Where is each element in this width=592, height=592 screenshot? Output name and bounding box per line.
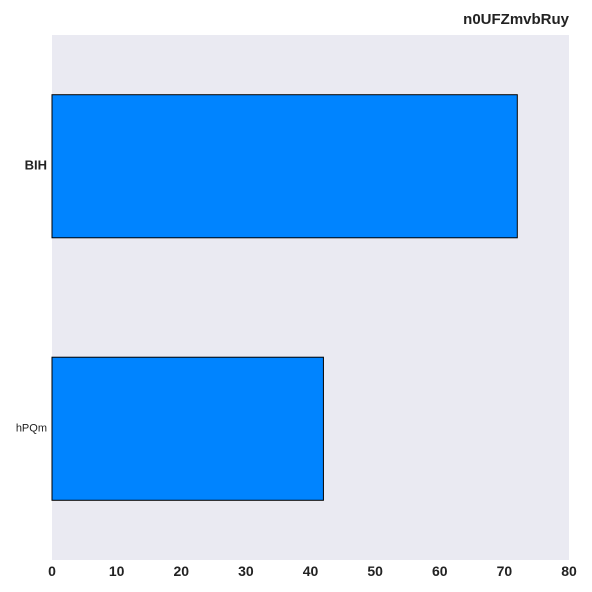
x-tick-label-60: 60 xyxy=(432,563,448,579)
y-axis-labels: BIH hPQm xyxy=(16,158,47,435)
x-tick-label-50: 50 xyxy=(367,563,383,579)
x-axis-ticks: 0 10 20 30 40 50 60 70 80 xyxy=(48,563,577,579)
x-tick-label-10: 10 xyxy=(109,563,125,579)
x-tick-label-40: 40 xyxy=(303,563,319,579)
bars-group xyxy=(51,94,518,501)
chart-title: n0UFZmvbRuy xyxy=(463,11,570,28)
category-label-bih: BIH xyxy=(25,158,47,173)
bar-hpqm xyxy=(51,356,324,501)
x-tick-label-80: 80 xyxy=(561,563,577,579)
x-tick-label-20: 20 xyxy=(173,563,189,579)
x-tick-label-30: 30 xyxy=(238,563,254,579)
x-tick-label-0: 0 xyxy=(48,563,56,579)
bar-bih xyxy=(51,94,518,239)
category-label-hpqm: hPQm xyxy=(16,423,47,435)
x-tick-label-70: 70 xyxy=(497,563,513,579)
